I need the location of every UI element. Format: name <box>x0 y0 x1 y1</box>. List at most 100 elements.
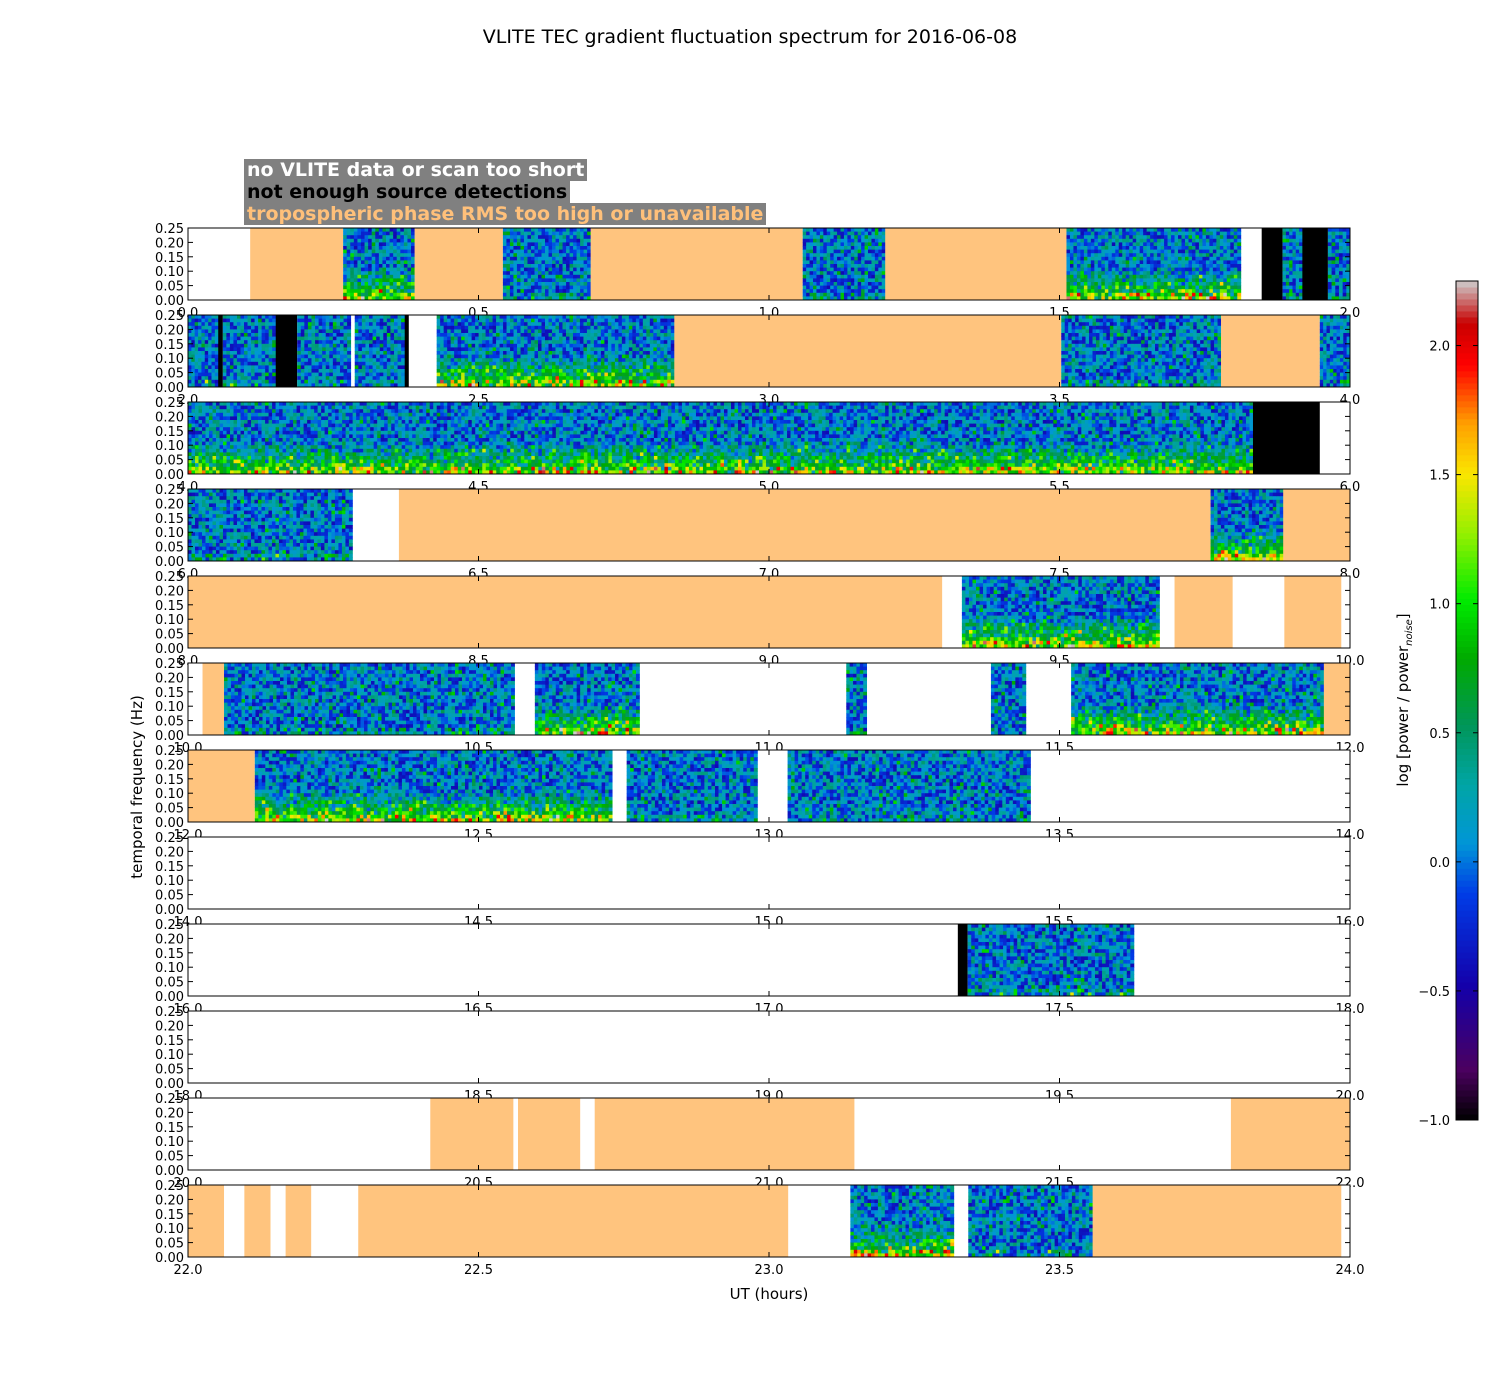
spectrum-cell <box>198 354 202 359</box>
spectrum-cell <box>357 242 362 247</box>
spectrum-cell <box>329 379 334 384</box>
spectrum-cell <box>559 278 563 283</box>
spectrum-cell <box>471 325 476 330</box>
spectrum-cell <box>1174 267 1179 272</box>
spectrum-cell <box>198 379 202 384</box>
spectrum-cell <box>1346 253 1351 258</box>
spectrum-cell <box>297 379 302 384</box>
spectrum-cell <box>343 231 348 236</box>
spectrum-cell <box>254 315 259 319</box>
spectrum-cell <box>1174 260 1179 265</box>
spectrum-cell <box>572 372 577 377</box>
spectrum-cell <box>1094 235 1099 240</box>
spectrum-cell <box>369 376 373 381</box>
spectrum-cell <box>1132 260 1137 265</box>
spectrum-cell <box>339 361 344 366</box>
spectrum-cell <box>538 361 542 366</box>
spectrum-cell <box>502 228 507 232</box>
spectrum-cell <box>1327 271 1332 276</box>
spectrum-cell <box>1216 238 1221 243</box>
spectrum-cell <box>1150 282 1155 286</box>
spectrum-cell <box>510 351 514 355</box>
spectrum-cell <box>375 249 380 254</box>
spectrum-cell <box>618 340 623 345</box>
spectrum-cell <box>642 365 647 370</box>
spectrum-cell <box>1076 242 1081 247</box>
spectrum-cell <box>376 347 381 352</box>
spectrum-cell <box>517 336 521 341</box>
spectrum-cell <box>382 289 387 294</box>
spectrum-cell <box>819 271 824 276</box>
spectrum-cell <box>336 361 341 366</box>
spectrum-cell <box>1327 274 1332 279</box>
spectrum-cell <box>1178 271 1182 276</box>
spectrum-cell <box>1167 296 1172 301</box>
spectrum-cell <box>1150 253 1155 258</box>
spectrum-cell <box>840 238 845 243</box>
spectrum-cell <box>534 361 539 366</box>
spectrum-cell <box>1327 260 1332 265</box>
spectrum-cell <box>307 383 312 388</box>
spectrum-cell <box>569 325 574 330</box>
spectrum-cell <box>457 383 462 388</box>
spectrum-cell <box>251 329 255 334</box>
spectrum-cell <box>1178 292 1182 297</box>
spectrum-cell <box>597 340 602 345</box>
spectrum-cell <box>364 235 369 240</box>
spectrum-cell <box>322 361 327 366</box>
spectrum-cell <box>365 333 370 337</box>
spectrum-cell <box>523 296 528 301</box>
spectrum-cell <box>509 289 514 294</box>
spectrum-cell <box>440 354 445 359</box>
spectrum-cell <box>1226 274 1231 279</box>
spectrum-cell <box>517 322 521 327</box>
spectrum-cell <box>649 383 654 388</box>
spectrum-cell <box>506 322 511 327</box>
spectrum-cell <box>489 351 493 355</box>
spectrum-cell <box>468 340 473 345</box>
spectrum-cell <box>1327 238 1332 243</box>
spectrum-cell <box>1104 253 1109 258</box>
spectrum-cell <box>496 333 500 337</box>
spectrum-cell <box>383 369 388 373</box>
spectrum-cell <box>1285 231 1290 236</box>
spectrum-cell <box>871 246 876 250</box>
spectrum-cell <box>254 318 259 323</box>
spectrum-cell <box>368 264 373 268</box>
spectrum-cell <box>809 231 814 236</box>
spectrum-cell <box>850 278 855 283</box>
spectrum-cell <box>1331 285 1336 290</box>
spectrum-cell <box>304 315 309 319</box>
spectrum-cell <box>513 264 518 268</box>
spectrum-cell <box>604 383 609 388</box>
spectrum-cell <box>534 329 539 334</box>
spectrum-cell <box>840 260 845 265</box>
spectrum-cell <box>1080 256 1085 261</box>
spectrum-cell <box>400 246 405 250</box>
spectrum-cell <box>1198 228 1203 232</box>
spectrum-cell <box>1101 249 1106 254</box>
spectrum-cell <box>1295 242 1300 247</box>
spectrum-cell <box>311 365 316 370</box>
spectrum-cell <box>325 354 330 359</box>
spectrum-cell <box>389 292 394 297</box>
spectrum-cell <box>809 249 814 254</box>
spectrum-cell <box>881 296 886 301</box>
spectrum-cell <box>1205 274 1210 279</box>
spectrum-cell <box>611 343 616 348</box>
spectrum-cell <box>506 249 511 254</box>
spectrum-cell <box>361 379 366 384</box>
spectrum-cell <box>457 372 462 377</box>
spectrum-cell <box>378 253 383 258</box>
spectrum-cell <box>1292 274 1297 279</box>
spectrum-cell <box>1282 271 1287 276</box>
spectrum-cell <box>503 322 507 327</box>
spectrum-cell <box>506 372 511 377</box>
spectrum-cell <box>520 383 525 388</box>
spectrum-cell <box>868 256 872 261</box>
spectrum-cell <box>1069 231 1074 236</box>
spectrum-cell <box>1167 253 1172 258</box>
spectrum-cell <box>191 376 196 381</box>
spectrum-cell <box>548 369 553 373</box>
spectrum-cell <box>509 228 514 232</box>
